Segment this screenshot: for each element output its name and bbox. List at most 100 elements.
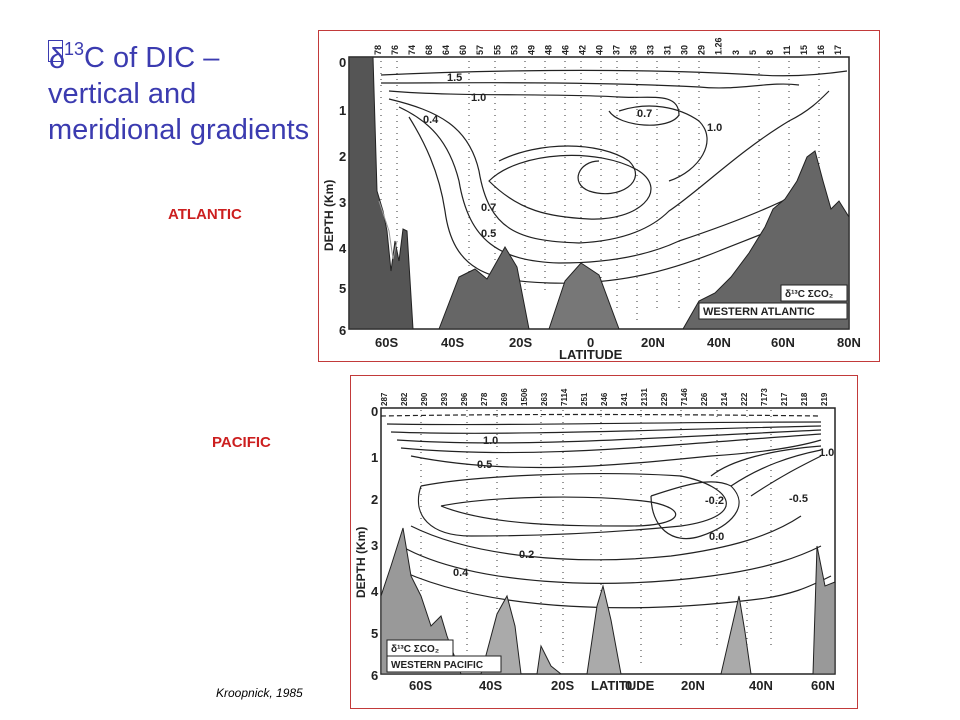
y-tick: 3	[371, 538, 378, 553]
pacific-section-plot: 0 1 2 3 4 5 6 DEPTH (Km) 60S 40S 20S 0 2…	[354, 388, 836, 693]
y-tick: 1	[339, 103, 346, 118]
x-tick: 40S	[441, 335, 464, 350]
x-tick: 40N	[707, 335, 731, 350]
station-number: 214	[720, 392, 729, 406]
y-tick: 5	[339, 281, 346, 296]
station-number: 76	[390, 45, 400, 55]
station-number: 1.26	[714, 37, 724, 55]
atlantic-section-plot: 0 1 2 3 4 5 6 DEPTH (Km) 60S 40S 20S 0 2…	[322, 37, 861, 361]
contour-label: 0.7	[481, 202, 496, 214]
station-number: 7146	[680, 388, 689, 406]
pacific-label: PACIFIC	[212, 434, 271, 451]
slide-title: δ13C of DIC – vertical and meridional gr…	[48, 40, 318, 148]
contour-label: 0.0	[709, 531, 724, 543]
station-number: 263	[540, 392, 549, 406]
contour-label: 1.0	[819, 447, 834, 459]
station-number: 7114	[560, 388, 569, 406]
title-superscript: 13	[64, 39, 85, 59]
y-tick: 0	[339, 55, 346, 70]
station-number: 33	[646, 45, 656, 55]
atlantic-figure: 0 1 2 3 4 5 6 DEPTH (Km) 60S 40S 20S 0 2…	[318, 30, 880, 362]
y-tick: 4	[371, 584, 379, 599]
station-number: 278	[480, 392, 489, 406]
station-number: 68	[424, 45, 434, 55]
station-number: 2131	[640, 388, 649, 406]
station-number: 287	[380, 392, 389, 406]
station-number: 49	[526, 45, 536, 55]
contour-label: 0.4	[453, 567, 469, 579]
plot-label: δ¹³C ΣCO₂	[785, 289, 833, 300]
contour-label: 1.5	[447, 72, 462, 84]
contour-label: 0.5	[481, 228, 496, 240]
y-tick: 2	[339, 149, 346, 164]
station-number: 7173	[760, 388, 769, 406]
title-text: C of DIC – vertical and meridional gradi…	[48, 42, 310, 146]
station-number: 55	[492, 45, 502, 55]
pacific-figure: 0 1 2 3 4 5 6 DEPTH (Km) 60S 40S 20S 0 2…	[350, 375, 858, 709]
x-axis-label: LATITUDE	[591, 678, 655, 693]
station-number: 222	[740, 392, 749, 406]
station-number: 296	[460, 392, 469, 406]
plot-subtitle: WESTERN ATLANTIC	[703, 306, 815, 318]
contour-label: 0.5	[477, 459, 492, 471]
x-axis-label: LATITUDE	[559, 347, 623, 361]
y-tick: 1	[371, 450, 378, 465]
station-number: 31	[663, 45, 673, 55]
contour-label: 0.7	[637, 108, 652, 120]
station-number: 78	[373, 45, 383, 55]
citation: Kroopnick, 1985	[216, 686, 303, 700]
station-number: 64	[441, 45, 451, 55]
y-tick: 3	[339, 195, 346, 210]
station-number: 11	[782, 45, 792, 55]
x-tick: 20S	[509, 335, 532, 350]
station-number: 30	[680, 45, 690, 55]
y-tick: 6	[371, 668, 378, 683]
station-number: 15	[799, 45, 809, 55]
x-tick: 60N	[811, 678, 835, 693]
station-number: 29	[697, 45, 707, 55]
station-number: 241	[620, 392, 629, 406]
station-number: 282	[400, 392, 409, 406]
station-number: 246	[600, 392, 609, 406]
station-number: 37	[612, 45, 622, 55]
station-number: 57	[475, 45, 485, 55]
plot-subtitle: WESTERN PACIFIC	[391, 660, 483, 671]
contour-label: 1.0	[707, 122, 722, 134]
x-tick: 20S	[551, 678, 574, 693]
station-number: 40	[595, 45, 605, 55]
delta-symbol: δ	[48, 40, 65, 75]
station-number: 290	[420, 392, 429, 406]
x-tick: 0	[587, 335, 594, 350]
station-number: 60	[458, 45, 468, 55]
y-tick: 2	[371, 492, 378, 507]
contour-label: -0.5	[789, 493, 808, 505]
x-tick: 0	[625, 678, 632, 693]
atlantic-label: ATLANTIC	[168, 206, 242, 223]
x-tick: 60S	[409, 678, 432, 693]
station-number: 74	[407, 45, 417, 55]
contour-label: 1.0	[471, 92, 486, 104]
station-number: 217	[780, 392, 789, 406]
station-number: 46	[560, 45, 570, 55]
station-number: 8	[765, 50, 775, 55]
station-number: 36	[629, 45, 639, 55]
y-tick: 5	[371, 626, 378, 641]
contour-label: 0.2	[519, 549, 534, 561]
station-number: 218	[800, 392, 809, 406]
station-number: 42	[577, 45, 587, 55]
station-number: 16	[816, 45, 826, 55]
y-tick: 4	[339, 241, 347, 256]
station-number: 1506	[520, 388, 529, 406]
contour-label: 0.4	[423, 114, 439, 126]
station-number: 219	[820, 392, 829, 406]
station-number: 3	[731, 50, 741, 55]
station-number: 226	[700, 392, 709, 406]
y-tick: 6	[339, 323, 346, 338]
station-number: 229	[660, 392, 669, 406]
contour-label: 1.0	[483, 435, 498, 447]
x-tick: 40N	[749, 678, 773, 693]
plot-label: δ¹³C ΣCO₂	[391, 644, 439, 655]
x-tick: 20N	[681, 678, 705, 693]
station-number: 269	[500, 392, 509, 406]
station-number: 17	[833, 45, 843, 55]
